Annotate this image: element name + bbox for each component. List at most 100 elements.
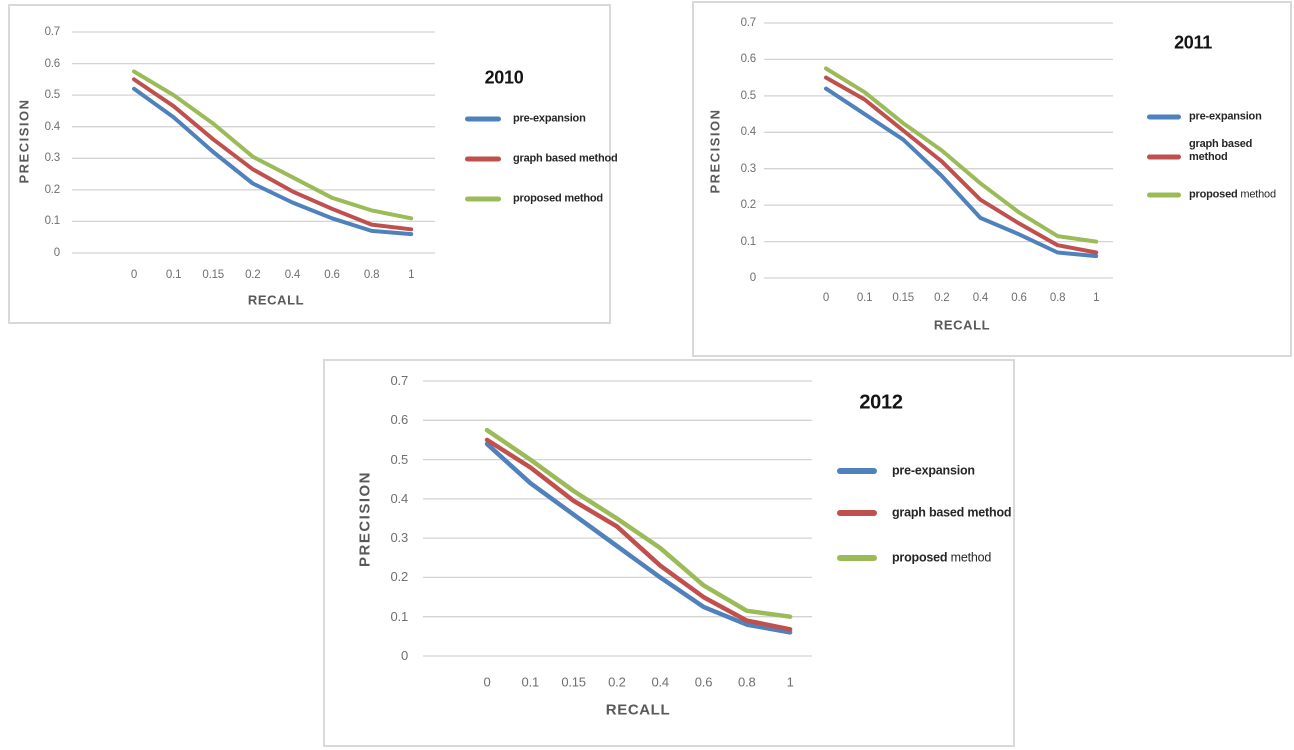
legend-marker-graph-based-method	[837, 510, 877, 516]
series-line-proposed-method	[824, 66, 1099, 244]
x-tick-label: 0.4	[972, 292, 989, 304]
plot-area	[764, 22, 1113, 279]
x-tick-label: 0	[130, 269, 138, 281]
legend-label-bold: proposed	[892, 550, 948, 565]
y-tick-label: 0.7	[44, 26, 61, 38]
legend-label-proposed-method: proposed method	[1189, 189, 1276, 202]
x-tick-label: 0.1	[165, 269, 182, 281]
x-tick-label: 0.4	[651, 674, 669, 690]
y-tick-label: 0.6	[44, 57, 61, 70]
series-line-pre-expansion	[132, 86, 414, 237]
y-tick-label: 0.6	[390, 412, 409, 428]
y-tick-label: 0.5	[44, 89, 61, 102]
x-tick-label: 0	[822, 292, 830, 304]
y-tick-label: 0.1	[740, 235, 757, 248]
legend-marker-proposed-method	[837, 555, 877, 561]
legend-label-graph-based-method: graph based method	[1189, 138, 1277, 164]
series-line-pre-expansion	[824, 86, 1099, 259]
y-tick-label: 0	[749, 272, 756, 284]
legend-label-proposed-method: proposed method	[892, 551, 991, 566]
y-tick-label: 0.4	[390, 490, 409, 506]
legend-label-pre-expansion: pre-expansion	[513, 113, 586, 126]
legend-label-proposed-method: proposed method	[513, 193, 603, 206]
chart-2010: 0 0.1 0.2 0.3 0.4 0.5 0.6 0.7 0 0.1 0.15 0.2 0.4 0.6 0…	[8, 4, 618, 324]
legend-label-bold: graph based method	[892, 505, 1012, 520]
legend-marker-pre-expansion	[465, 116, 501, 122]
y-tick-label: 0.4	[740, 126, 757, 139]
x-tick-label: 1	[408, 269, 415, 281]
legend-label-pre-expansion: pre-expansion	[1189, 111, 1262, 124]
x-tick-label: 0.1	[856, 292, 873, 304]
x-tick-label: 0.2	[608, 674, 626, 690]
series-line-graph-based-method	[824, 75, 1099, 255]
y-tick-label: 0.5	[740, 89, 757, 102]
y-tick-label: 0.2	[390, 569, 409, 585]
x-tick-label: 0.6	[324, 269, 340, 281]
x-axis-title: RECALL	[933, 317, 991, 333]
y-axis-title: PRECISION	[356, 470, 374, 568]
legend-label-bold: graph based method	[513, 152, 618, 165]
legend-label-rest: method	[947, 550, 992, 565]
legend-marker-proposed-method	[1147, 192, 1181, 198]
x-tick-label: 0.8	[738, 674, 756, 690]
chart-year-title: 2010	[484, 67, 524, 88]
y-tick-label: 0.3	[390, 530, 409, 546]
y-tick-label: 0.1	[390, 608, 409, 624]
legend-marker-graph-based-method	[465, 156, 501, 162]
y-tick-label: 0.2	[44, 183, 61, 196]
legend-label-rest: method	[1237, 188, 1276, 201]
y-tick-label: 0.2	[740, 199, 757, 212]
y-axis-title: PRECISION	[707, 108, 723, 194]
legend-label-bold: pre-expansion	[892, 463, 975, 478]
legend-label-bold: pre-expansion	[513, 112, 586, 125]
legend-label-bold: pre-expansion	[1189, 110, 1262, 123]
x-tick-label: 0.2	[245, 269, 261, 281]
chart-year-title: 2012	[859, 391, 903, 414]
y-tick-label: 0.5	[390, 451, 409, 467]
y-tick-label: 0.7	[740, 17, 757, 29]
x-tick-label: 0.1	[521, 674, 540, 690]
y-tick-label: 0.7	[390, 373, 409, 388]
series-line-pre-expansion	[484, 441, 793, 635]
legend-label-bold: proposed	[1189, 188, 1238, 201]
legend-marker-graph-based-method	[1147, 154, 1181, 160]
legend-label-graph-based-method: graph based method	[513, 153, 618, 166]
x-tick-label: 0.2	[934, 292, 950, 304]
x-tick-label: 0.6	[694, 674, 713, 690]
x-axis-title: RECALL	[247, 292, 305, 308]
x-tick-label: 1	[786, 674, 794, 690]
chart-2011: 0 0.1 0.2 0.3 0.4 0.5 0.6 0.7 0 0.1 0.15 0.2 0.4 0.6 0…	[692, 1, 1292, 357]
x-tick-label: 0.8	[363, 269, 380, 281]
series-line-proposed-method	[484, 427, 793, 619]
x-tick-label: 0.6	[1011, 292, 1027, 304]
legend-label-graph-based-method: graph based method	[892, 505, 1012, 521]
legend-label-bold: proposed method	[513, 192, 603, 205]
y-tick-label: 0.4	[44, 120, 61, 133]
y-tick-label: 0.6	[740, 53, 757, 66]
y-tick-label: 0.3	[740, 162, 757, 175]
y-tick-label: 0	[53, 247, 60, 259]
legend-marker-proposed-method	[465, 196, 501, 202]
legend-label-bold: graph based method	[1189, 138, 1253, 163]
series-line-graph-based-method	[484, 437, 793, 632]
y-tick-label: 0	[400, 648, 408, 663]
y-axis-title: PRECISION	[16, 98, 32, 184]
x-tick-label: 0.15	[561, 674, 586, 690]
legend-marker-pre-expansion	[837, 468, 877, 474]
x-tick-label: 1	[1093, 292, 1100, 304]
x-tick-label: 0.15	[202, 269, 224, 281]
x-axis-title: RECALL	[605, 701, 671, 719]
plot-area	[423, 380, 812, 657]
chart-2012: 0 0.1 0.2 0.3 0.4 0.5 0.6 0.7 0 0.1 0.15 0.2 0.4 0.6 0…	[323, 359, 1015, 747]
x-tick-label: 0.15	[892, 292, 914, 304]
series-line-graph-based-method	[132, 77, 414, 232]
x-tick-label: 0.8	[1049, 292, 1066, 304]
y-tick-label: 0.1	[44, 215, 61, 228]
legend-marker-pre-expansion	[1147, 114, 1181, 120]
series-line-proposed-method	[132, 69, 414, 221]
legend-label-pre-expansion: pre-expansion	[892, 464, 975, 479]
x-tick-label: 0	[483, 674, 491, 690]
x-tick-label: 0.4	[284, 269, 301, 281]
chart-year-title: 2011	[1174, 32, 1212, 53]
plot-area	[72, 31, 435, 254]
